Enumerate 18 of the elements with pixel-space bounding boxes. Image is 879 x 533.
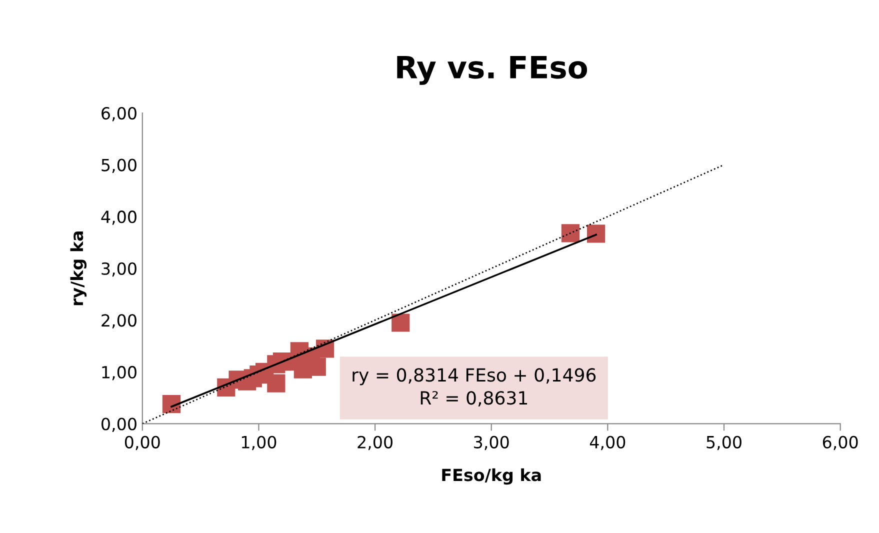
y-tick-label: 6,00: [102, 106, 136, 122]
x-tick-label: 6,00: [822, 436, 858, 450]
x-tick-label: 4,00: [590, 436, 626, 450]
x-axis-title: FEso/kg ka: [442, 468, 541, 485]
x-tick-label: 3,00: [474, 436, 509, 450]
annotation: ry = 0,8314 FEso + 0,1496 R² = 0,8631: [352, 368, 596, 407]
x-tick-label: 2,00: [358, 436, 392, 450]
y-tick-label: 5,00: [102, 158, 136, 174]
y-tick-label: 3,00: [102, 262, 136, 277]
chart-title: Ry vs. FEso: [397, 56, 588, 85]
x-tick-label: 5,00: [706, 436, 742, 450]
y-tick-label: 4,00: [101, 210, 136, 225]
x-tick-label: 1,00: [242, 436, 276, 450]
x-tick-label: 0,00: [124, 436, 160, 450]
y-tick-label: 0,00: [102, 418, 136, 432]
y-tick-label: 2,00: [102, 314, 136, 328]
y-tick-label: 1,00: [102, 366, 136, 380]
y-axis-title: ry/kg ka: [70, 232, 87, 306]
